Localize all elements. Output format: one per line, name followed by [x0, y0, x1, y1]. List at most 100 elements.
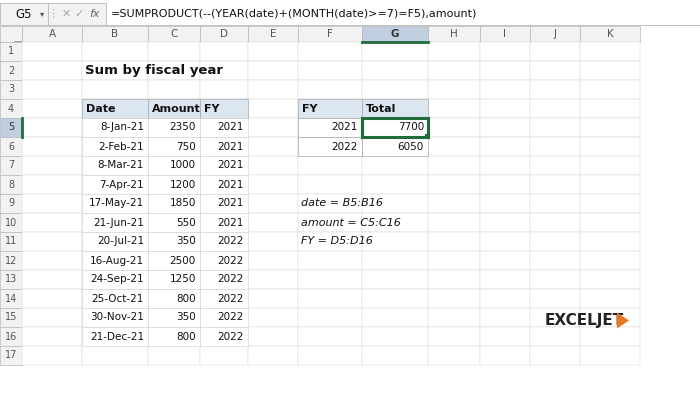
Bar: [148, 26, 200, 42]
Bar: [0, 251, 22, 270]
Bar: [428, 270, 480, 289]
Bar: [200, 232, 248, 251]
Text: ⋮: ⋮: [48, 9, 59, 19]
Bar: [200, 232, 248, 251]
Bar: [362, 270, 428, 289]
Bar: [200, 270, 248, 289]
Bar: [148, 289, 200, 308]
Bar: [82, 289, 148, 308]
Text: Date: Date: [86, 104, 116, 114]
Bar: [530, 42, 580, 61]
Text: 2-Feb-21: 2-Feb-21: [99, 142, 144, 152]
Bar: [362, 346, 428, 365]
Bar: [148, 175, 200, 194]
Bar: [480, 26, 530, 42]
Bar: [22, 194, 82, 213]
Text: 8-Jan-21: 8-Jan-21: [100, 122, 144, 132]
Bar: [0, 99, 22, 118]
Bar: [580, 346, 640, 365]
Bar: [82, 213, 148, 232]
Bar: [148, 156, 200, 175]
Bar: [22, 251, 82, 270]
Bar: [530, 232, 580, 251]
Bar: [362, 213, 428, 232]
Bar: [530, 346, 580, 365]
Bar: [82, 99, 148, 118]
Bar: [148, 137, 200, 156]
Text: 30-Nov-21: 30-Nov-21: [90, 312, 144, 322]
Bar: [480, 346, 530, 365]
Text: 25-Oct-21: 25-Oct-21: [92, 294, 144, 304]
Bar: [22, 26, 82, 42]
Bar: [580, 327, 640, 346]
Bar: [298, 175, 362, 194]
Bar: [200, 194, 248, 213]
Text: 7700: 7700: [398, 122, 424, 132]
Bar: [200, 346, 248, 365]
Bar: [362, 327, 428, 346]
Text: 2021: 2021: [218, 218, 244, 228]
Bar: [580, 308, 640, 327]
Bar: [480, 251, 530, 270]
Bar: [200, 289, 248, 308]
Bar: [22, 175, 82, 194]
Bar: [82, 137, 148, 156]
Bar: [248, 308, 298, 327]
Text: 7: 7: [8, 160, 14, 170]
Bar: [530, 118, 580, 137]
Text: 5: 5: [8, 122, 14, 132]
Bar: [428, 175, 480, 194]
Bar: [480, 80, 530, 99]
Bar: [82, 270, 148, 289]
Bar: [148, 251, 200, 270]
Text: B: B: [111, 29, 118, 39]
Bar: [362, 289, 428, 308]
Bar: [200, 99, 248, 118]
Bar: [362, 308, 428, 327]
Bar: [530, 270, 580, 289]
Bar: [148, 232, 200, 251]
Bar: [200, 308, 248, 327]
Bar: [148, 270, 200, 289]
Bar: [298, 26, 362, 42]
Bar: [0, 3, 700, 25]
Bar: [0, 194, 22, 213]
Bar: [362, 194, 428, 213]
Bar: [530, 137, 580, 156]
Text: =SUMPRODUCT(--(YEAR(date)+(MONTH(date)>=7)=F5),amount): =SUMPRODUCT(--(YEAR(date)+(MONTH(date)>=…: [111, 9, 477, 19]
Bar: [428, 42, 480, 61]
Bar: [580, 26, 640, 42]
Bar: [148, 308, 200, 327]
Bar: [530, 213, 580, 232]
Text: amount = C5:C16: amount = C5:C16: [301, 218, 401, 228]
Bar: [200, 308, 248, 327]
Bar: [480, 194, 530, 213]
Bar: [200, 194, 248, 213]
Text: 7-Apr-21: 7-Apr-21: [99, 180, 144, 190]
Bar: [82, 308, 148, 327]
Bar: [580, 270, 640, 289]
Text: FY: FY: [302, 104, 318, 114]
Text: 2022: 2022: [218, 312, 244, 322]
Bar: [298, 118, 362, 137]
Text: 14: 14: [5, 294, 17, 304]
Bar: [82, 327, 148, 346]
Bar: [362, 251, 428, 270]
Bar: [580, 213, 640, 232]
Bar: [428, 99, 480, 118]
Bar: [580, 175, 640, 194]
Bar: [298, 232, 362, 251]
Text: 11: 11: [5, 236, 17, 246]
Bar: [362, 232, 428, 251]
Text: 12: 12: [5, 256, 18, 266]
Bar: [480, 232, 530, 251]
Text: fx: fx: [90, 9, 100, 19]
Bar: [530, 327, 580, 346]
Bar: [298, 327, 362, 346]
Bar: [0, 80, 22, 99]
Bar: [362, 99, 428, 118]
Bar: [200, 251, 248, 270]
Text: date = B5:B16: date = B5:B16: [301, 198, 383, 208]
Bar: [580, 194, 640, 213]
Bar: [428, 156, 480, 175]
